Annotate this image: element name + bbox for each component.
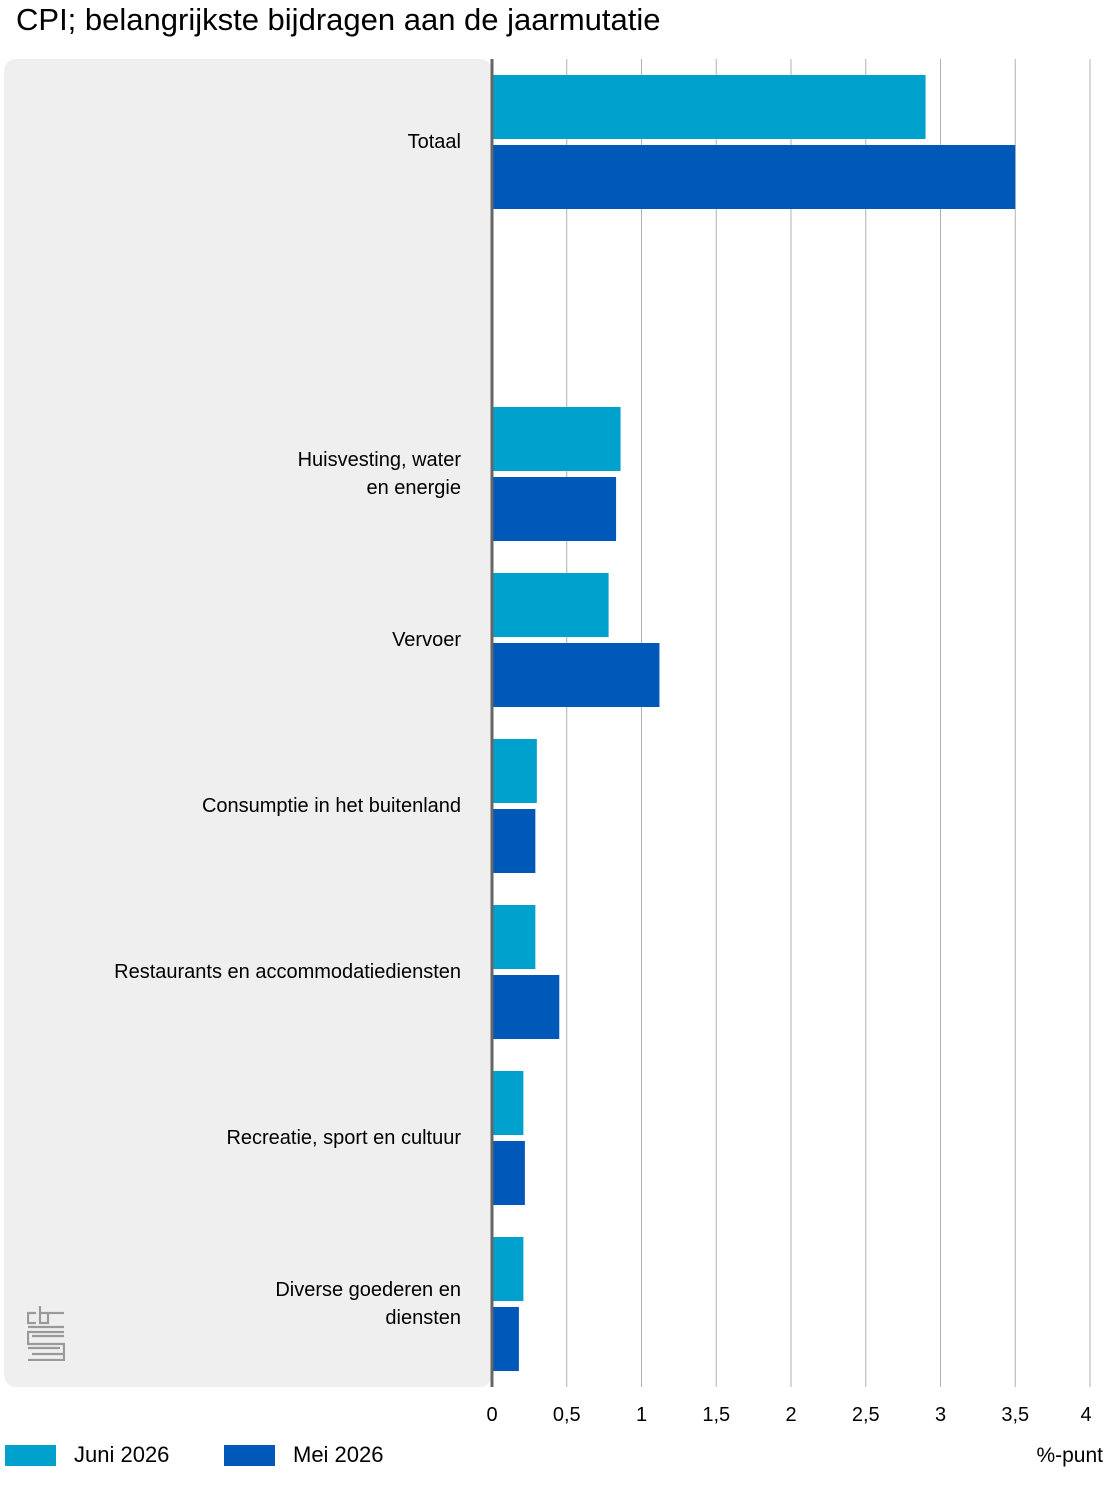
category-label-line: Recreatie, sport en cultuur [226, 1127, 461, 1149]
bar-juni [492, 1237, 524, 1301]
bar-juni [492, 407, 621, 471]
x-tick-label: 3 [934, 1404, 947, 1426]
bar-mei [492, 975, 560, 1039]
chart-title: CPI; belangrijkste bijdragen aan de jaar… [16, 2, 661, 37]
legend-label-mei: Mei 2026 [293, 1442, 384, 1467]
category-label-line: Vervoer [392, 629, 461, 651]
bar-juni [492, 739, 537, 803]
legend-label-juni: Juni 2026 [74, 1442, 170, 1467]
category-label: Recreatie, sport en cultuur [21, 1124, 461, 1152]
legend-swatch-mei [224, 1444, 275, 1466]
category-label: Totaal [21, 128, 461, 156]
category-label: Diverse goederen en diensten [21, 1276, 461, 1332]
bar-mei [492, 1307, 519, 1371]
category-label: Vervoer [21, 626, 461, 654]
bar-juni [492, 905, 536, 969]
category-label: Consumptie in het buitenland [21, 792, 461, 820]
bar-mei [492, 145, 1016, 209]
bar-juni [492, 1071, 524, 1135]
category-label: Huisvesting, water en energie [21, 446, 461, 502]
x-tick-label: 0,5 [552, 1404, 581, 1426]
category-label-line: Totaal [407, 131, 461, 153]
bar-juni [492, 75, 926, 139]
x-tick-label: 4 [1080, 1404, 1092, 1426]
bar-mei [492, 643, 660, 707]
legend-item-mei: Mei 2026 [224, 1440, 384, 1470]
category-label-panel [4, 59, 492, 1387]
x-axis-unit-label: %-punt [1036, 1444, 1103, 1467]
bar-mei [492, 809, 536, 873]
category-label-line: Consumptie in het buitenland [201, 795, 461, 817]
category-label-line: diensten [385, 1307, 461, 1329]
x-tick-label: 3,5 [1001, 1404, 1030, 1426]
x-tick-label: 2,5 [851, 1404, 880, 1426]
x-tick-label: 1,5 [702, 1404, 731, 1426]
legend-swatch-juni [5, 1444, 56, 1466]
category-label-line: Restaurants en accommodatiediensten [114, 961, 461, 983]
bar-mei [492, 1141, 525, 1205]
category-label: Restaurants en accommodatiediensten [21, 958, 461, 986]
category-label-line: Diverse goederen en [275, 1279, 461, 1301]
cbs-logo-icon [27, 1306, 65, 1361]
bar-juni [492, 573, 609, 637]
bar-mei [492, 477, 617, 541]
category-label-line: Huisvesting, water [297, 449, 461, 471]
legend-item-juni: Juni 2026 [5, 1440, 169, 1470]
x-tick-label: 2 [785, 1404, 797, 1426]
x-tick-label: 0 [486, 1404, 498, 1426]
category-label-line: en energie [366, 477, 461, 499]
x-tick-label: 1 [635, 1404, 648, 1426]
